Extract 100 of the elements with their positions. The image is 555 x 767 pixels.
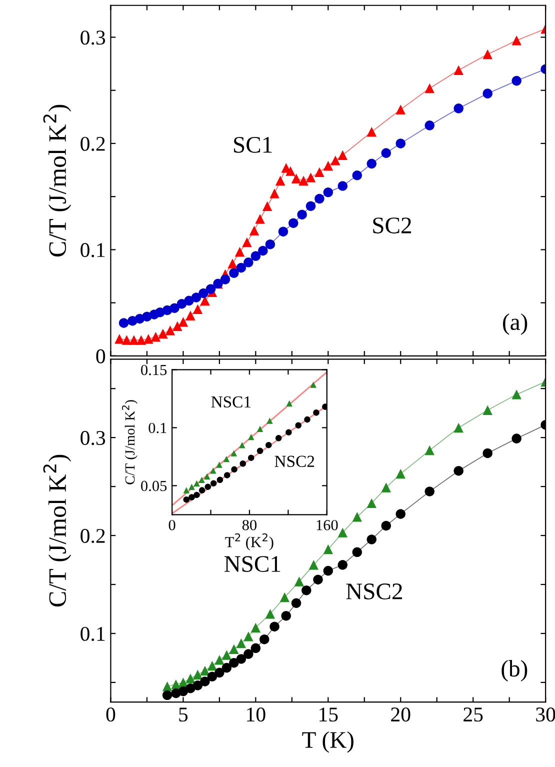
point xyxy=(262,201,272,211)
x-tick-label: 5 xyxy=(179,708,188,722)
y-tick-label: 0.1 xyxy=(148,422,166,434)
point xyxy=(220,274,230,284)
series-label: NSC1 xyxy=(224,556,280,572)
y-tick-label: 0.3 xyxy=(80,30,106,45)
x-tick-label: 160 xyxy=(316,520,338,530)
point xyxy=(338,150,348,160)
point xyxy=(248,434,254,440)
point xyxy=(178,317,188,327)
point xyxy=(236,654,246,664)
series-label: NSC2 xyxy=(346,584,402,600)
point xyxy=(244,649,254,659)
point xyxy=(314,194,324,204)
point xyxy=(512,390,522,400)
point xyxy=(298,176,308,186)
point xyxy=(265,609,276,619)
y-tick-label: 0 xyxy=(96,349,106,364)
point xyxy=(482,88,492,98)
annotation: (a) xyxy=(503,313,528,335)
point xyxy=(231,466,238,473)
point xyxy=(236,262,246,273)
point xyxy=(286,400,292,406)
point xyxy=(288,218,298,228)
point xyxy=(229,268,239,278)
point xyxy=(150,332,161,342)
point xyxy=(306,172,316,182)
point xyxy=(216,462,222,468)
point xyxy=(230,450,238,456)
point xyxy=(200,296,210,306)
point xyxy=(291,174,302,184)
series-label: SC1 xyxy=(234,136,272,153)
point xyxy=(352,512,362,522)
point xyxy=(304,416,310,423)
point xyxy=(396,468,406,479)
point xyxy=(323,566,334,576)
point xyxy=(206,284,216,294)
point xyxy=(381,520,391,531)
point xyxy=(322,404,327,410)
point xyxy=(338,560,348,570)
point xyxy=(260,634,270,644)
point xyxy=(366,534,376,544)
point xyxy=(183,496,190,503)
x-tick-label: 20 xyxy=(391,708,410,722)
point xyxy=(381,482,391,492)
point xyxy=(244,632,254,642)
point xyxy=(270,622,280,632)
point xyxy=(256,426,264,432)
point xyxy=(338,181,348,191)
point xyxy=(323,544,334,554)
point xyxy=(275,176,286,186)
y-tick-label: 0.15 xyxy=(141,364,167,376)
point xyxy=(424,83,434,94)
point xyxy=(244,258,254,268)
point xyxy=(224,472,230,478)
point xyxy=(222,662,232,673)
point xyxy=(222,650,232,660)
point xyxy=(270,188,280,198)
point xyxy=(454,422,464,433)
point xyxy=(200,676,210,686)
y-tick-label: 0.1 xyxy=(80,243,105,258)
point xyxy=(214,668,224,678)
point xyxy=(258,246,268,256)
point xyxy=(234,246,245,257)
point xyxy=(249,226,260,236)
point xyxy=(229,644,239,654)
point xyxy=(313,574,323,584)
point xyxy=(366,158,376,168)
point xyxy=(158,328,168,338)
x-axis-title: T (K) xyxy=(302,731,354,753)
point xyxy=(482,49,492,60)
x-tick-label: 30 xyxy=(536,708,555,722)
point xyxy=(291,598,302,608)
point xyxy=(118,318,129,328)
y-tick-label: 0.3 xyxy=(80,430,106,446)
point xyxy=(396,104,406,114)
point xyxy=(250,643,261,654)
point xyxy=(228,258,238,268)
point xyxy=(114,334,124,344)
point xyxy=(424,445,434,456)
x-tick-label: 0 xyxy=(168,520,176,530)
point xyxy=(255,214,265,224)
point xyxy=(330,156,340,166)
series-label: NSC1 xyxy=(211,396,251,408)
y-axis-title: C/T (J/mol K$^{2}$) xyxy=(43,454,72,606)
point xyxy=(308,560,319,570)
point xyxy=(338,528,348,538)
point xyxy=(242,237,252,248)
y-axis-title: C/T (J/mol K$^{2}$) xyxy=(122,400,138,484)
point xyxy=(314,167,324,177)
point xyxy=(310,382,316,388)
point xyxy=(240,460,246,467)
point xyxy=(275,434,282,442)
y-tick-label: 0.2 xyxy=(80,528,105,544)
point xyxy=(223,456,230,462)
point xyxy=(512,36,522,46)
point xyxy=(302,586,312,596)
point xyxy=(266,418,273,424)
point xyxy=(281,610,291,621)
point xyxy=(454,65,464,76)
